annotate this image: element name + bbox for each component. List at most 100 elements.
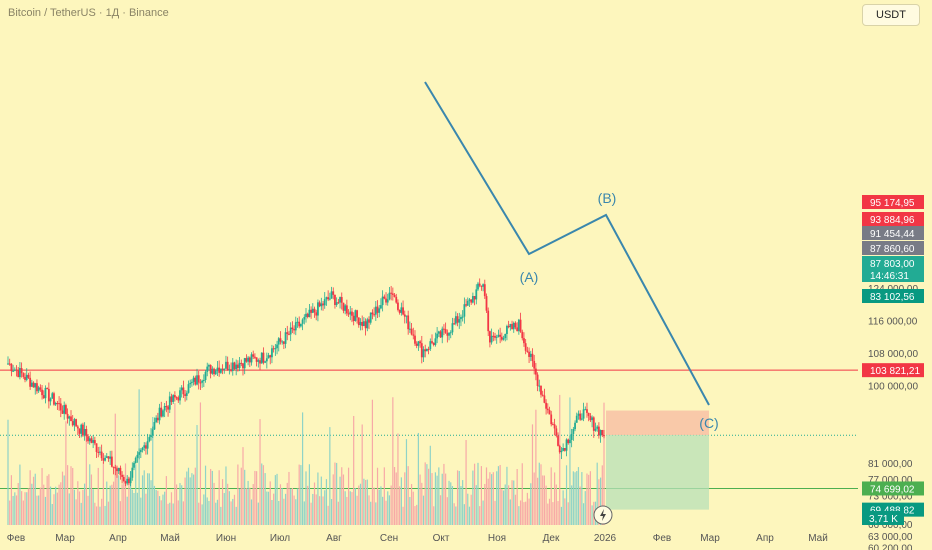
candle — [463, 304, 466, 317]
volume-bar — [310, 502, 312, 525]
volume-bar — [542, 475, 544, 525]
candle — [369, 312, 372, 323]
volume-bar — [456, 470, 459, 525]
candle — [506, 325, 508, 334]
x-tick-label: Мар — [700, 533, 720, 544]
volume-bar — [301, 412, 304, 525]
y-tick-label: 108 000,00 — [868, 349, 918, 360]
volume-bar — [14, 492, 16, 525]
candle — [175, 397, 178, 399]
candle — [158, 407, 161, 421]
volume-bar — [29, 470, 31, 525]
volume-bar — [284, 493, 287, 525]
volume-bar — [591, 505, 593, 525]
y-tick-label: 77 000,00 — [868, 475, 913, 486]
volume-bar — [269, 481, 271, 525]
volume-bar — [472, 470, 474, 525]
candle — [380, 305, 382, 309]
candle — [105, 456, 108, 458]
x-tick-label: Май — [160, 533, 180, 544]
volume-bar — [443, 463, 445, 525]
candle — [504, 333, 507, 339]
price-label-bg-1 — [862, 481, 924, 496]
volume-bar — [34, 473, 36, 525]
volume-bar — [574, 472, 576, 525]
volume-bar — [484, 483, 486, 525]
candle — [482, 284, 484, 287]
volume-bar — [400, 477, 402, 525]
candle — [364, 321, 367, 329]
volume-bar — [599, 477, 602, 525]
candle — [184, 394, 186, 396]
candle — [17, 370, 20, 378]
volume-bar — [569, 397, 571, 525]
candle — [83, 429, 86, 436]
volume-bar — [80, 502, 82, 525]
candle — [204, 371, 207, 381]
volume-bar — [543, 475, 545, 525]
x-tick-label: Сен — [380, 533, 398, 544]
volume-bar — [341, 467, 343, 525]
candle — [196, 375, 198, 385]
candle — [444, 329, 447, 333]
volume-bar — [210, 468, 212, 525]
candle — [579, 413, 582, 420]
candle — [596, 426, 599, 429]
candle — [526, 350, 529, 352]
candle — [381, 296, 384, 306]
volume-bar — [203, 494, 205, 525]
candle — [461, 316, 464, 318]
candle — [296, 321, 299, 323]
volume-bar — [455, 506, 457, 525]
candle — [388, 292, 391, 300]
volume-bar — [555, 484, 557, 525]
candle — [225, 361, 227, 369]
candle — [322, 303, 324, 306]
volume-bar — [337, 501, 339, 525]
volume-bar — [216, 499, 219, 525]
volume-bar — [141, 475, 144, 525]
volume-bar — [147, 473, 149, 525]
currency-button[interactable]: USDT — [862, 4, 920, 26]
candle — [361, 321, 364, 327]
volume-bar — [143, 470, 145, 525]
volume-bar — [528, 498, 530, 525]
candle — [119, 467, 122, 475]
volume-bar — [111, 484, 113, 525]
volume-bar — [106, 481, 108, 525]
volume-bar — [174, 403, 176, 525]
candle — [291, 327, 294, 330]
candle — [44, 387, 47, 399]
candle — [580, 418, 583, 420]
candle — [7, 363, 9, 365]
candle — [342, 302, 345, 311]
candle — [99, 451, 101, 453]
candle — [371, 312, 374, 315]
candle — [541, 394, 544, 396]
candle — [136, 454, 139, 458]
candle — [27, 374, 30, 378]
candle — [254, 356, 256, 358]
candle — [589, 415, 592, 421]
candle — [408, 328, 411, 330]
volume-bar — [399, 486, 401, 525]
volume-bar — [153, 485, 156, 525]
volume-bar — [94, 502, 96, 525]
candle — [104, 457, 106, 461]
volume-bar — [187, 467, 190, 525]
candle — [400, 307, 403, 313]
candle — [385, 298, 387, 303]
volume-bar — [60, 482, 62, 525]
x-tick-label: Июн — [216, 533, 236, 544]
volume-bar — [232, 498, 234, 525]
candle — [499, 334, 502, 337]
candle — [221, 368, 224, 370]
volume-bar — [383, 467, 385, 525]
volume-bar — [366, 479, 368, 525]
candle — [429, 341, 432, 350]
candle — [107, 456, 110, 459]
volume-bar — [223, 493, 225, 525]
candle — [533, 360, 536, 369]
